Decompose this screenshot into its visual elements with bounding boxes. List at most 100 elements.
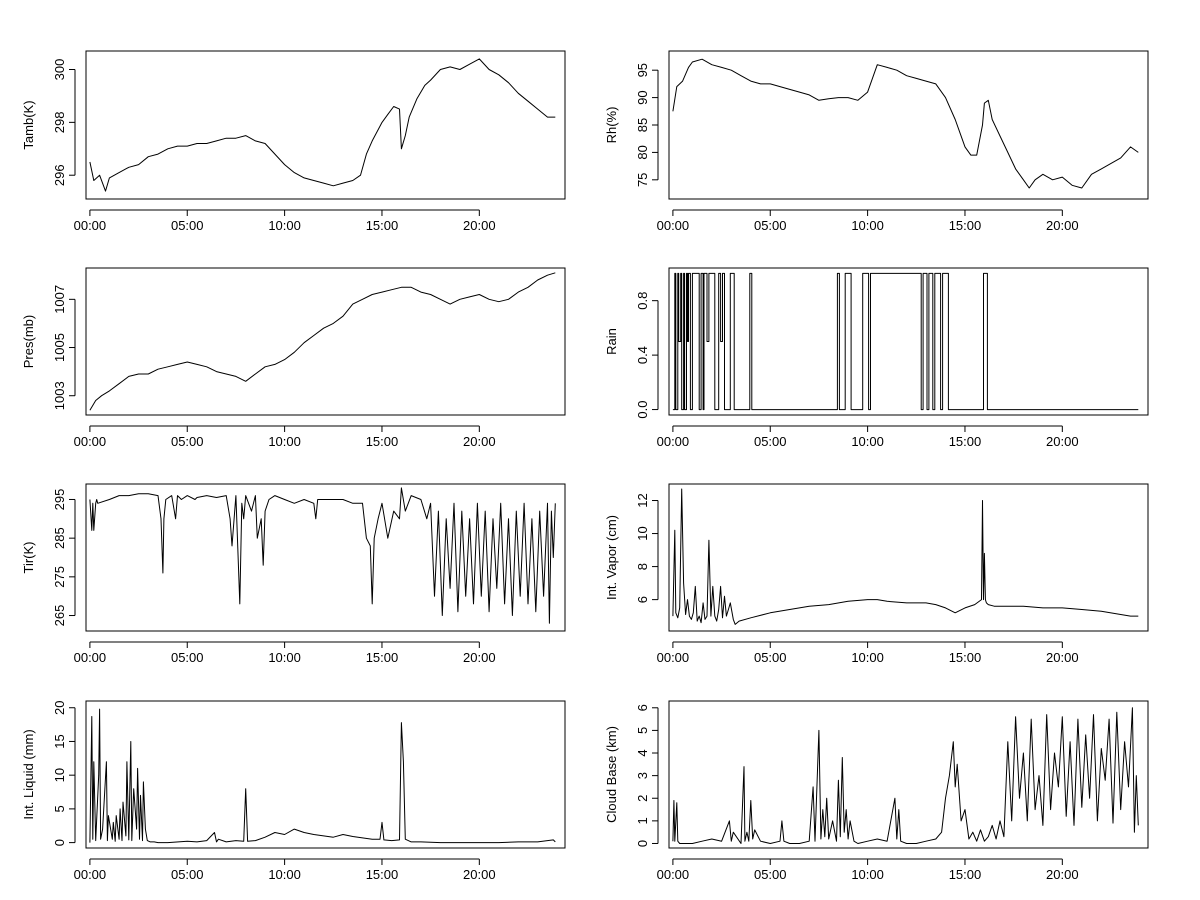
y-tick-label: 5 <box>635 727 650 734</box>
x-tick-label: 00:00 <box>74 218 107 233</box>
x-tick-label: 20:00 <box>1046 867 1079 882</box>
y-tick-label: 5 <box>52 805 67 812</box>
y-axis-label: Int. Liquid (mm) <box>21 729 36 819</box>
y-axis-label: Rain <box>604 328 619 355</box>
chart-panel-1: 00:00 05:00 10:00 15:00 20:00 296 298 300 Tamb(K… <box>21 50 566 233</box>
y-tick-label: 0 <box>52 839 67 846</box>
y-tick-label: 1007 <box>52 285 67 314</box>
x-tick-label: 05:00 <box>171 218 204 233</box>
x-tick-label: 20:00 <box>1046 650 1079 665</box>
chart-panel-3: 00:00 05:00 10:00 15:00 20:00 1003 1005 1007 Pre… <box>21 267 566 449</box>
x-tick-label: 00:00 <box>74 650 107 665</box>
y-axis-label: Tamb(K) <box>21 100 36 149</box>
x-tick-label: 20:00 <box>463 650 496 665</box>
y-tick-label: 95 <box>635 63 650 77</box>
x-tick-label: 10:00 <box>851 434 884 449</box>
x-tick-label: 20:00 <box>1046 434 1079 449</box>
x-tick-label: 15:00 <box>366 867 399 882</box>
x-tick-label: 05:00 <box>754 434 787 449</box>
x-tick-label: 15:00 <box>949 434 982 449</box>
y-tick-label: 6 <box>635 704 650 711</box>
y-tick-label: 90 <box>635 90 650 104</box>
chart-panel-6: 00:00 05:00 10:00 15:00 20:00 6 8 10 12 Int. Vapo… <box>604 483 1149 665</box>
y-tick-label: 20 <box>52 701 67 715</box>
x-tick-label: 05:00 <box>754 867 787 882</box>
series-line <box>672 272 1139 411</box>
y-tick-label: 298 <box>52 112 67 134</box>
chart-panel-5: 00:00 05:00 10:00 15:00 20:00 265 275 285 295 Tir… <box>21 483 566 665</box>
series-line <box>89 272 556 411</box>
y-tick-label: 300 <box>52 59 67 81</box>
series-line <box>89 58 556 192</box>
y-tick-label: 4 <box>635 749 650 756</box>
y-tick-label: 285 <box>52 527 67 549</box>
x-tick-label: 20:00 <box>463 434 496 449</box>
y-tick-label: 8 <box>635 563 650 570</box>
x-tick-label: 00:00 <box>657 218 690 233</box>
x-tick-label: 05:00 <box>171 650 204 665</box>
y-tick-label: 1 <box>635 817 650 824</box>
y-tick-label: 3 <box>635 772 650 779</box>
x-tick-label: 00:00 <box>657 650 690 665</box>
chart-panel-8: 00:00 05:00 10:00 15:00 20:00 0 1 2 3 4 5 6 Cloud Ba… <box>604 700 1149 882</box>
y-tick-label: 265 <box>52 605 67 627</box>
x-tick-label: 00:00 <box>74 434 107 449</box>
x-tick-label: 10:00 <box>851 867 884 882</box>
x-tick-label: 15:00 <box>366 434 399 449</box>
chart-panel-2: 00:00 05:00 10:00 15:00 20:00 75 80 85 90 95 Rh(%) <box>604 50 1149 233</box>
x-tick-label: 10:00 <box>851 650 884 665</box>
y-axis-label: Cloud Base (km) <box>604 726 619 823</box>
x-tick-label: 15:00 <box>949 867 982 882</box>
y-tick-label: 275 <box>52 566 67 588</box>
x-tick-label: 05:00 <box>754 218 787 233</box>
y-axis-label: Int. Vapor (cm) <box>604 515 619 600</box>
y-tick-label: 0.0 <box>635 401 650 419</box>
y-axis-label: Pres(mb) <box>21 315 36 368</box>
y-tick-label: 0.4 <box>635 346 650 364</box>
x-tick-label: 00:00 <box>657 434 690 449</box>
plot-frame <box>668 700 1149 849</box>
y-tick-label: 12 <box>635 493 650 507</box>
x-tick-label: 05:00 <box>171 434 204 449</box>
series-line <box>672 58 1139 189</box>
x-tick-label: 10:00 <box>268 867 301 882</box>
plot-frame <box>668 50 1149 200</box>
y-tick-label: 1005 <box>52 333 67 362</box>
y-tick-label: 75 <box>635 173 650 187</box>
x-tick-label: 15:00 <box>366 218 399 233</box>
series-line <box>89 487 556 624</box>
chart-panel-4: 00:00 05:00 10:00 15:00 20:00 0.0 0.4 0.8 Rain <box>604 267 1149 449</box>
y-tick-label: 10 <box>52 768 67 782</box>
x-tick-label: 10:00 <box>268 434 301 449</box>
y-tick-label: 295 <box>52 489 67 511</box>
y-tick-label: 0.8 <box>635 292 650 310</box>
x-tick-label: 20:00 <box>463 867 496 882</box>
y-tick-label: 15 <box>52 734 67 748</box>
x-tick-label: 10:00 <box>268 650 301 665</box>
plot-frame <box>85 700 566 849</box>
x-tick-label: 15:00 <box>366 650 399 665</box>
x-tick-label: 10:00 <box>851 218 884 233</box>
chart-panel-7: 00:00 05:00 10:00 15:00 20:00 0 5 10 15 20 Int. Li… <box>21 700 566 882</box>
plot-frame <box>85 483 566 632</box>
y-axis-label: Rh(%) <box>604 107 619 144</box>
y-axis-label: Tir(K) <box>21 541 36 573</box>
y-tick-label: 6 <box>635 596 650 603</box>
series-line <box>89 708 556 844</box>
plot-frame <box>668 267 1149 416</box>
x-tick-label: 05:00 <box>171 867 204 882</box>
y-tick-label: 1003 <box>52 381 67 410</box>
y-tick-label: 2 <box>635 795 650 802</box>
x-tick-label: 20:00 <box>1046 218 1079 233</box>
y-tick-label: 85 <box>635 118 650 132</box>
x-tick-label: 00:00 <box>657 867 690 882</box>
y-tick-label: 10 <box>635 526 650 540</box>
x-tick-label: 20:00 <box>463 218 496 233</box>
series-line <box>672 488 1139 625</box>
plot-frame <box>668 483 1149 632</box>
plot-frame <box>85 50 566 200</box>
x-tick-label: 05:00 <box>754 650 787 665</box>
plot-frame <box>85 267 566 416</box>
x-tick-label: 00:00 <box>74 867 107 882</box>
x-tick-label: 15:00 <box>949 650 982 665</box>
